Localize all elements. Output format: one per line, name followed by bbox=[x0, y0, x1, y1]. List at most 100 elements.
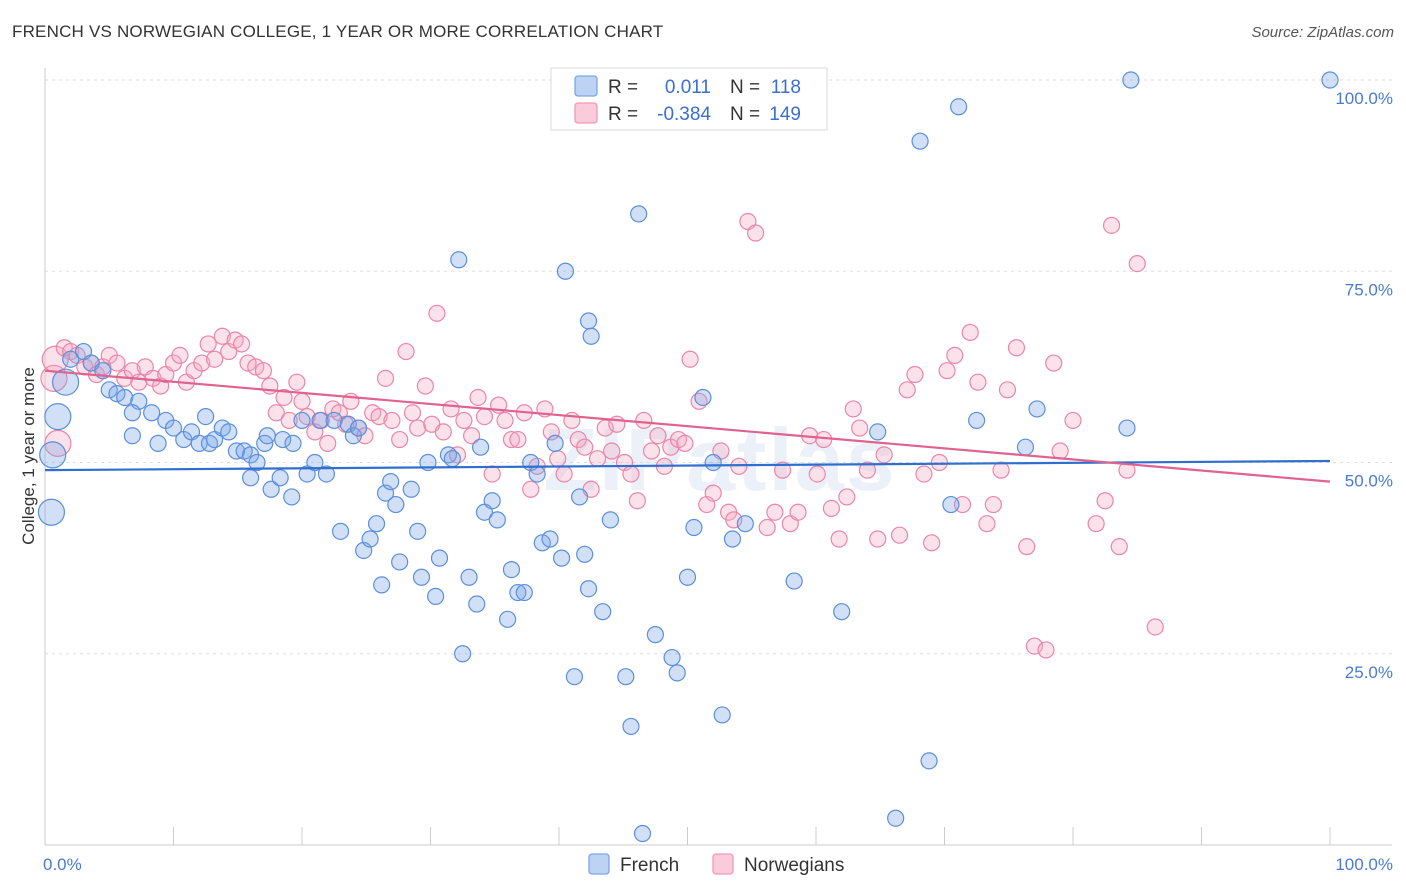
norwegian-point bbox=[239, 354, 257, 372]
french-point bbox=[601, 511, 620, 529]
norwegian-point bbox=[171, 346, 189, 364]
french-point bbox=[630, 205, 648, 223]
norwegian-point bbox=[383, 411, 401, 430]
french-point bbox=[242, 469, 260, 487]
norwegians-legend-swatch bbox=[574, 102, 598, 124]
french-series-label: French bbox=[620, 855, 679, 876]
norwegian-point bbox=[923, 534, 941, 552]
french-point bbox=[617, 668, 635, 686]
norwegians-trend-line bbox=[44, 369, 1331, 483]
french-point bbox=[1028, 400, 1046, 418]
french-point bbox=[450, 251, 468, 269]
french-point bbox=[694, 388, 712, 407]
norwegian-point bbox=[376, 369, 395, 387]
french-point bbox=[668, 664, 686, 682]
stats-legend: R = 0.011 N = 118 R = -0.384 N = 149 bbox=[550, 67, 828, 131]
norwegian-point bbox=[475, 408, 494, 426]
norwegian-point bbox=[875, 446, 893, 464]
french-point bbox=[723, 530, 742, 548]
norwegian-point bbox=[1051, 442, 1069, 460]
norwegian-point bbox=[293, 392, 311, 410]
norwegian-point bbox=[978, 515, 996, 533]
norwegian-point bbox=[254, 362, 273, 380]
y-tick-label: 75.0% bbox=[1345, 280, 1393, 299]
norwegian-point bbox=[984, 495, 1002, 514]
norwegian-point bbox=[233, 335, 251, 353]
french-point bbox=[911, 132, 929, 150]
y-tick-label: 100.0% bbox=[1335, 89, 1393, 108]
french-point bbox=[391, 553, 409, 571]
french-point bbox=[248, 453, 266, 472]
french-point bbox=[454, 645, 472, 663]
french-point bbox=[402, 480, 420, 498]
french-point bbox=[143, 404, 161, 422]
french-point bbox=[39, 441, 67, 469]
norwegian-point bbox=[758, 518, 776, 537]
norwegian-point bbox=[1087, 515, 1105, 533]
norwegian-point bbox=[483, 465, 501, 483]
french-point bbox=[833, 603, 851, 621]
y-tick-label: 50.0% bbox=[1345, 472, 1393, 491]
french-point bbox=[51, 368, 80, 396]
norwegian-point bbox=[247, 358, 265, 376]
norwegian-point bbox=[622, 465, 640, 483]
norwegian-point bbox=[946, 346, 964, 364]
norwegian-point bbox=[442, 400, 460, 418]
french-point bbox=[293, 411, 311, 430]
norwegian-point bbox=[549, 450, 567, 468]
norwegian-point bbox=[676, 434, 694, 452]
french-point bbox=[460, 568, 478, 586]
norwegian-point bbox=[998, 381, 1017, 399]
french-point bbox=[443, 450, 461, 468]
norwegian-point bbox=[915, 465, 933, 483]
x-tick-labels: 0.0% 100.0% bbox=[43, 855, 1393, 874]
norwegian-point bbox=[969, 373, 987, 391]
french-point bbox=[579, 312, 598, 330]
norwegian-point bbox=[193, 354, 211, 372]
french-point bbox=[968, 411, 986, 430]
norwegian-point bbox=[522, 480, 540, 498]
french-point bbox=[528, 465, 546, 483]
norwegian-point bbox=[890, 526, 909, 544]
norwegian-point bbox=[206, 350, 224, 368]
french-point bbox=[373, 576, 391, 594]
norwegian-point bbox=[747, 224, 765, 242]
norwegian-point bbox=[1037, 641, 1055, 659]
norwegians-n-label: N = bbox=[730, 104, 760, 125]
french-point bbox=[262, 480, 280, 498]
norwegian-point bbox=[830, 530, 848, 548]
norwegian-point bbox=[288, 373, 306, 391]
french-point bbox=[108, 385, 126, 403]
french-point bbox=[361, 530, 379, 548]
french-point bbox=[646, 626, 664, 644]
chart-source: Source: ZipAtlas.com bbox=[1251, 24, 1394, 41]
french-point bbox=[37, 498, 66, 526]
norwegian-point bbox=[397, 342, 415, 361]
norwegians-r-value: -0.384 bbox=[657, 104, 711, 125]
norwegian-point bbox=[898, 381, 916, 399]
norwegian-point bbox=[938, 362, 956, 380]
norwegian-point bbox=[822, 499, 841, 517]
french-point bbox=[258, 427, 276, 445]
french-point bbox=[920, 752, 938, 770]
axes bbox=[44, 68, 1392, 846]
norwegian-point bbox=[434, 423, 452, 441]
norwegian-point bbox=[642, 442, 661, 460]
norwegians-series-swatch bbox=[712, 853, 734, 875]
norwegian-point bbox=[1045, 354, 1063, 372]
norwegian-point bbox=[838, 488, 856, 506]
french-legend-swatch bbox=[574, 75, 598, 97]
french-point bbox=[430, 549, 449, 567]
norwegian-point bbox=[815, 430, 833, 449]
french-n-value: 118 bbox=[771, 77, 801, 98]
norwegian-point bbox=[766, 503, 784, 521]
french-point bbox=[509, 583, 527, 602]
y-tick-label: 25.0% bbox=[1345, 663, 1393, 682]
norwegian-point bbox=[403, 404, 422, 422]
norwegian-point bbox=[409, 419, 427, 437]
french-point bbox=[556, 262, 575, 280]
chart-title: FRENCH VS NORWEGIAN COLLEGE, 1 YEAR OR M… bbox=[12, 22, 664, 41]
norwegian-point bbox=[808, 465, 826, 483]
norwegian-point bbox=[319, 434, 337, 452]
french-point bbox=[622, 717, 640, 736]
